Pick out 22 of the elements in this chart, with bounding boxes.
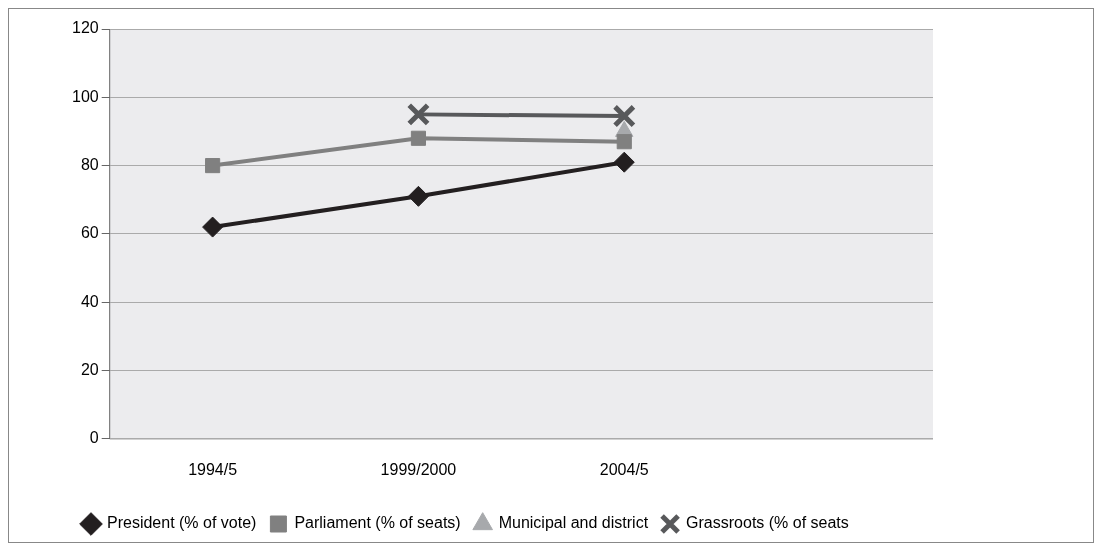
point [202, 216, 224, 238]
legend-label: Municipal and district [498, 514, 649, 532]
x-tick-label: 2004/5 [599, 460, 649, 478]
legend-label: President (% of vote) [107, 514, 257, 532]
legend-label: Grassroots (% of seats [686, 514, 849, 532]
y-tick-label: 80 [80, 156, 99, 174]
point [612, 104, 636, 128]
point [406, 102, 431, 127]
x-tick-label: 1999/2000 [380, 460, 457, 478]
y-tick-label: 20 [80, 360, 99, 378]
point [205, 158, 221, 174]
y-tick-label: 60 [80, 224, 99, 242]
y-tick-label: 100 [71, 87, 99, 105]
point [407, 185, 429, 207]
point [410, 130, 427, 146]
y-tick-label: 0 [89, 429, 99, 447]
x-tick-label: 1994/5 [188, 460, 238, 478]
y-tick-label: 40 [80, 292, 99, 310]
point [613, 151, 635, 173]
legend-label: Parliament (% of seats) [294, 514, 461, 532]
y-tick-label: 120 [71, 19, 99, 37]
point [616, 134, 632, 150]
